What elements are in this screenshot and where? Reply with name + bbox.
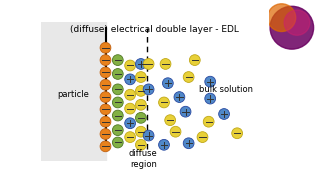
Circle shape <box>180 106 191 117</box>
Circle shape <box>203 116 214 127</box>
Circle shape <box>100 79 111 90</box>
Circle shape <box>183 72 194 82</box>
Circle shape <box>112 97 123 108</box>
Circle shape <box>100 55 111 66</box>
Circle shape <box>135 58 146 69</box>
Circle shape <box>165 115 176 126</box>
Circle shape <box>112 55 123 66</box>
Circle shape <box>125 74 135 85</box>
Circle shape <box>112 137 123 148</box>
Circle shape <box>135 139 146 150</box>
Circle shape <box>183 138 194 149</box>
Circle shape <box>189 55 200 66</box>
Circle shape <box>125 60 135 71</box>
Circle shape <box>163 78 173 89</box>
Circle shape <box>100 42 111 53</box>
Circle shape <box>100 67 111 78</box>
Circle shape <box>135 86 146 96</box>
Circle shape <box>100 129 111 139</box>
Ellipse shape <box>270 6 314 49</box>
Circle shape <box>219 109 229 119</box>
Text: diffuse
region: diffuse region <box>129 149 157 169</box>
Circle shape <box>170 126 181 137</box>
Circle shape <box>100 116 111 127</box>
Circle shape <box>205 93 216 104</box>
Circle shape <box>160 58 171 69</box>
Circle shape <box>159 139 169 150</box>
Text: particle: particle <box>57 90 89 99</box>
Circle shape <box>125 103 135 114</box>
Circle shape <box>143 58 154 69</box>
Circle shape <box>232 128 243 139</box>
Circle shape <box>135 126 146 137</box>
Circle shape <box>125 118 135 129</box>
Circle shape <box>135 99 146 110</box>
Circle shape <box>112 110 123 121</box>
Circle shape <box>135 72 146 82</box>
Circle shape <box>100 104 111 115</box>
Circle shape <box>100 92 111 102</box>
Circle shape <box>100 141 111 152</box>
Ellipse shape <box>268 4 296 32</box>
Circle shape <box>125 132 135 143</box>
Circle shape <box>174 92 185 102</box>
Circle shape <box>125 89 135 100</box>
Circle shape <box>143 84 154 95</box>
Circle shape <box>159 97 169 108</box>
Circle shape <box>112 69 123 79</box>
Circle shape <box>197 132 208 143</box>
Text: (diffuse) electrical double layer - EDL: (diffuse) electrical double layer - EDL <box>70 25 239 34</box>
Circle shape <box>112 125 123 136</box>
Ellipse shape <box>284 10 310 35</box>
Circle shape <box>205 76 216 87</box>
Circle shape <box>135 112 146 123</box>
Circle shape <box>143 130 154 141</box>
Text: bulk solution: bulk solution <box>199 85 253 94</box>
Circle shape <box>112 84 123 95</box>
